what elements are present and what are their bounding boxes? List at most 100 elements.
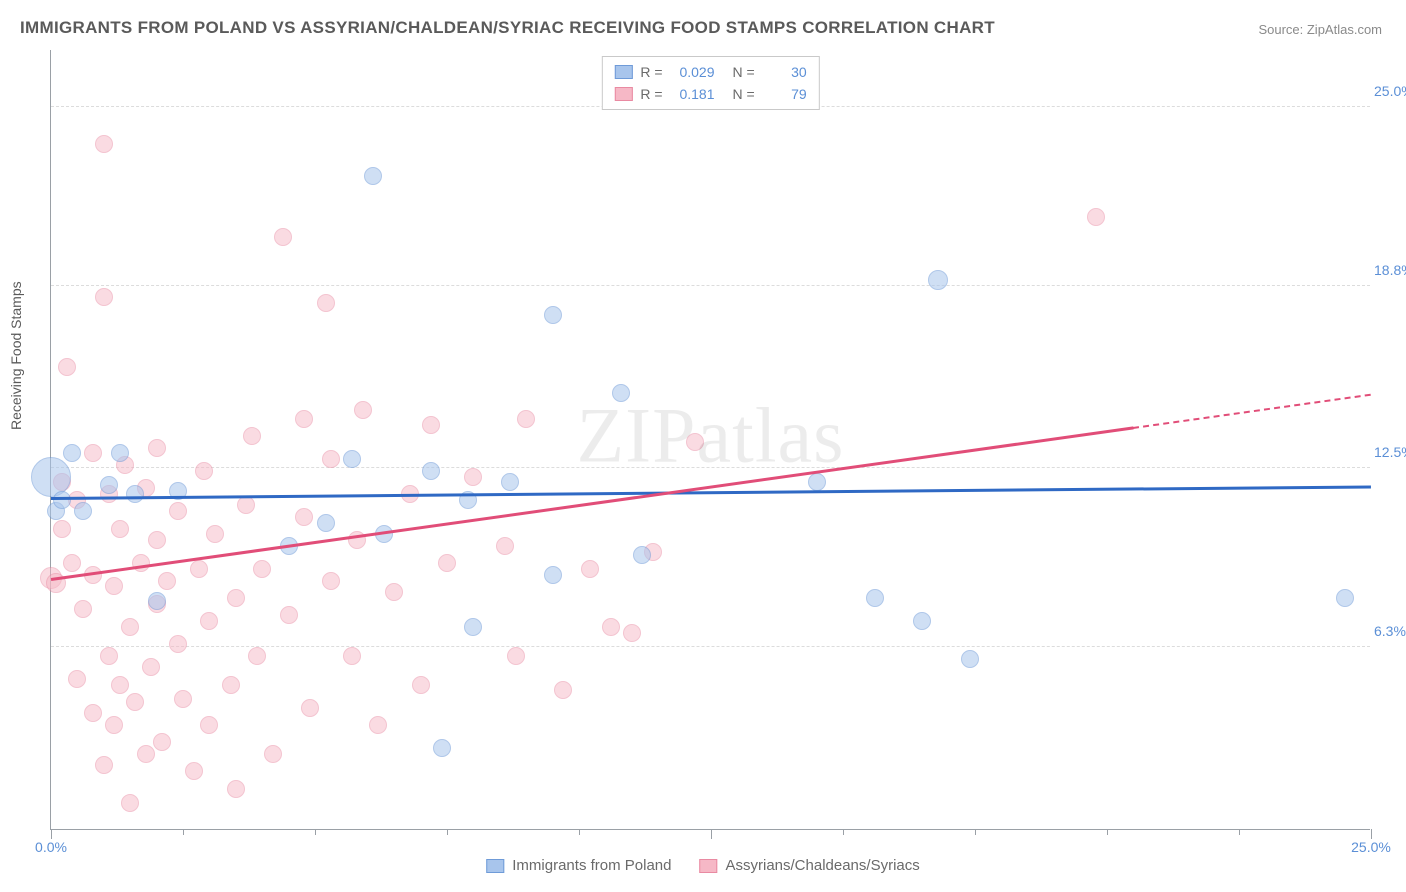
data-point-assyrian: [496, 537, 514, 555]
x-tick-major: [711, 829, 712, 839]
data-point-assyrian: [111, 520, 129, 538]
data-point-assyrian: [132, 554, 150, 572]
data-point-assyrian: [317, 294, 335, 312]
data-point-assyrian: [412, 676, 430, 694]
data-point-assyrian: [227, 780, 245, 798]
data-point-poland: [364, 167, 382, 185]
data-point-assyrian: [58, 358, 76, 376]
data-point-assyrian: [95, 288, 113, 306]
data-point-assyrian: [74, 600, 92, 618]
trend-line-assyrian: [51, 426, 1134, 580]
data-point-assyrian: [686, 433, 704, 451]
n-label: N =: [733, 61, 755, 83]
data-point-poland: [100, 476, 118, 494]
r-label: R =: [640, 83, 662, 105]
data-point-assyrian: [369, 716, 387, 734]
data-point-assyrian: [169, 635, 187, 653]
trend-line-assyrian: [1133, 394, 1371, 429]
x-tick: [975, 829, 976, 835]
data-point-poland: [1336, 589, 1354, 607]
data-point-assyrian: [322, 572, 340, 590]
data-point-assyrian: [253, 560, 271, 578]
data-point-assyrian: [264, 745, 282, 763]
data-point-assyrian: [200, 612, 218, 630]
x-tick: [315, 829, 316, 835]
data-point-poland: [544, 566, 562, 584]
chart-title: IMMIGRANTS FROM POLAND VS ASSYRIAN/CHALD…: [20, 18, 995, 38]
data-point-assyrian: [53, 520, 71, 538]
n-label: N =: [733, 83, 755, 105]
legend-series: Immigrants from Poland Assyrians/Chaldea…: [486, 857, 919, 874]
x-tick-label: 25.0%: [1351, 839, 1391, 855]
data-point-assyrian: [174, 690, 192, 708]
data-point-poland: [961, 650, 979, 668]
data-point-assyrian: [100, 647, 118, 665]
data-point-assyrian: [385, 583, 403, 601]
data-point-assyrian: [438, 554, 456, 572]
data-point-assyrian: [507, 647, 525, 665]
data-point-assyrian: [354, 401, 372, 419]
data-point-assyrian: [295, 410, 313, 428]
plot-area: ZIPatlas R = 0.029 N = 30 R = 0.181 N = …: [50, 50, 1370, 830]
data-point-assyrian: [274, 228, 292, 246]
data-point-poland: [63, 444, 81, 462]
x-tick-label: 0.0%: [35, 839, 67, 855]
data-point-assyrian: [142, 658, 160, 676]
x-tick: [183, 829, 184, 835]
y-tick-label: 25.0%: [1374, 83, 1406, 99]
data-point-poland: [928, 270, 948, 290]
data-point-poland: [317, 514, 335, 532]
data-point-assyrian: [68, 670, 86, 688]
gridline: [51, 646, 1370, 647]
data-point-assyrian: [148, 439, 166, 457]
data-point-poland: [126, 485, 144, 503]
data-point-assyrian: [222, 676, 240, 694]
data-point-poland: [633, 546, 651, 564]
y-axis-label: Receiving Food Stamps: [8, 281, 24, 430]
legend-stats: R = 0.029 N = 30 R = 0.181 N = 79: [601, 56, 819, 110]
legend-swatch-assyrian: [614, 87, 632, 101]
data-point-assyrian: [148, 531, 166, 549]
data-point-poland: [343, 450, 361, 468]
x-tick: [579, 829, 580, 835]
data-point-assyrian: [237, 496, 255, 514]
data-point-assyrian: [322, 450, 340, 468]
x-tick: [843, 829, 844, 835]
data-point-assyrian: [581, 560, 599, 578]
data-point-poland: [74, 502, 92, 520]
data-point-assyrian: [63, 554, 81, 572]
gridline: [51, 285, 1370, 286]
data-point-poland: [866, 589, 884, 607]
data-point-assyrian: [1087, 208, 1105, 226]
data-point-poland: [501, 473, 519, 491]
data-point-assyrian: [554, 681, 572, 699]
gridline: [51, 467, 1370, 468]
data-point-assyrian: [121, 618, 139, 636]
r-label: R =: [640, 61, 662, 83]
data-point-assyrian: [200, 716, 218, 734]
x-tick: [1107, 829, 1108, 835]
data-point-assyrian: [84, 444, 102, 462]
legend-swatch-assyrian: [699, 859, 717, 873]
data-point-poland: [612, 384, 630, 402]
data-point-poland: [808, 473, 826, 491]
data-point-assyrian: [95, 756, 113, 774]
data-point-poland: [913, 612, 931, 630]
data-point-assyrian: [280, 606, 298, 624]
legend-swatch-poland: [614, 65, 632, 79]
data-point-assyrian: [137, 745, 155, 763]
n-value-poland: 30: [763, 61, 807, 83]
data-point-assyrian: [121, 794, 139, 812]
r-value-poland: 0.029: [671, 61, 715, 83]
data-point-assyrian: [623, 624, 641, 642]
data-point-assyrian: [95, 135, 113, 153]
data-point-poland: [53, 491, 71, 509]
data-point-poland: [464, 618, 482, 636]
data-point-assyrian: [153, 733, 171, 751]
data-point-assyrian: [84, 704, 102, 722]
data-point-assyrian: [602, 618, 620, 636]
data-point-assyrian: [111, 676, 129, 694]
data-point-poland: [422, 462, 440, 480]
y-tick-label: 12.5%: [1374, 444, 1406, 460]
y-tick-label: 6.3%: [1374, 623, 1406, 639]
